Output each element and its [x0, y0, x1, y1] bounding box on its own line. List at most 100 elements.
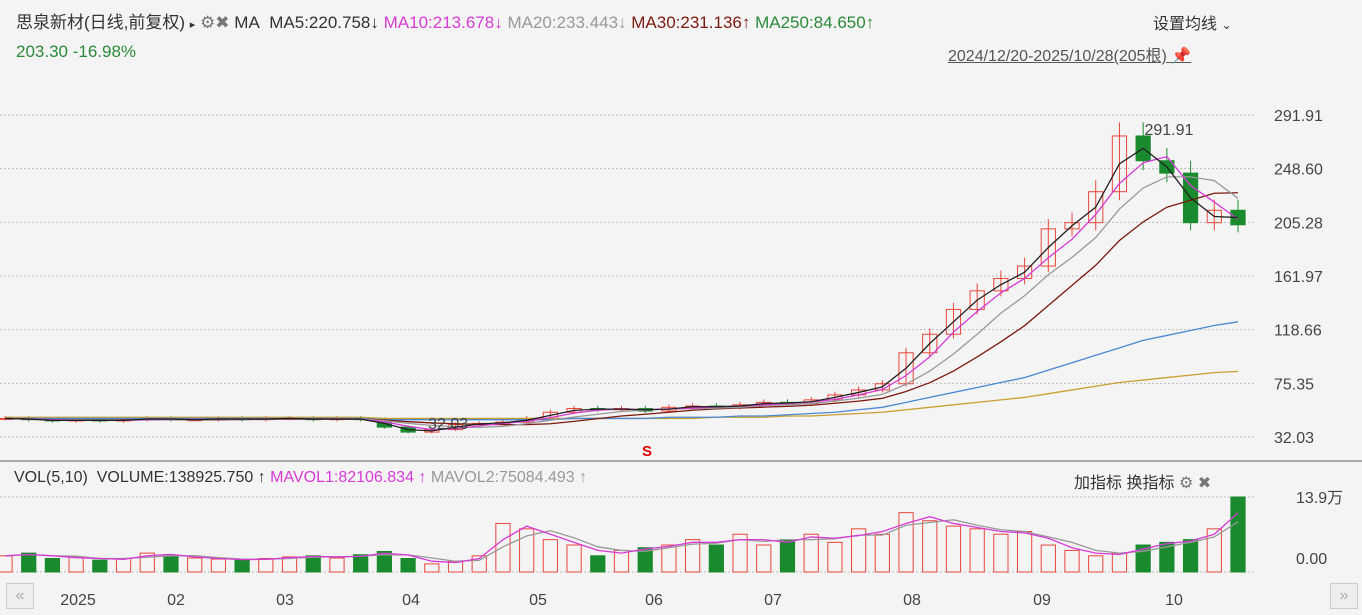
volume-tools: 加指标 换指标 ⚙ ✖: [1074, 469, 1211, 493]
volume-bar: [922, 520, 938, 573]
candle: [1064, 212, 1080, 237]
volume-bar: [779, 539, 796, 573]
mavol2-value: MAVOL2:75084.493: [430, 469, 575, 486]
candle: [922, 328, 938, 357]
x-tick-label: 06: [645, 592, 663, 609]
ma10-arrow: ↓: [494, 13, 503, 32]
volume-bar: [732, 533, 748, 573]
indicator-name: MA: [234, 13, 260, 32]
volume-bar: [1159, 541, 1175, 573]
volume-bar: [1230, 496, 1246, 573]
volume-bar: [874, 533, 890, 573]
volume-bar: [92, 559, 108, 573]
candle: [1206, 199, 1222, 231]
ma30-value: MA30:231.136: [631, 13, 742, 32]
change-percent: -16.98%: [72, 42, 137, 61]
stock-title: 思泉新材(日线,前复权): [16, 13, 186, 32]
candle: [1040, 218, 1056, 273]
y-tick-label: 75.35: [1274, 376, 1314, 393]
ma10-value: MA10:213.678: [383, 13, 495, 32]
volume-bar: [1111, 552, 1128, 573]
y-tick-label: 205.28: [1274, 215, 1323, 232]
volume-bar: [803, 533, 819, 573]
volume-bar: [68, 556, 84, 573]
x-tick-label: 10: [1165, 592, 1183, 609]
volume-bar: [139, 552, 155, 573]
candle: [1111, 122, 1128, 201]
volume-bar: [1206, 528, 1222, 573]
expand-icon[interactable]: ▸: [189, 19, 196, 31]
close-icon[interactable]: ✖: [1197, 475, 1212, 492]
candle: [993, 270, 1009, 297]
date-range-label: 2024/12/20-2025/10/28(205根): [948, 48, 1167, 65]
volume-bar: [495, 522, 511, 573]
gear-icon[interactable]: ⚙: [1178, 475, 1194, 492]
scroll-right-button[interactable]: »: [1330, 583, 1358, 609]
volume-bar: [21, 552, 37, 573]
candle: [969, 283, 985, 315]
x-tick-label: 09: [1033, 592, 1051, 609]
volume-bar: [993, 533, 1009, 573]
volume-bar: [1016, 531, 1033, 573]
volume-bar: [898, 512, 914, 573]
candle: [1016, 257, 1033, 285]
pin-icon[interactable]: 📌: [1171, 48, 1192, 65]
volume-bar: [519, 528, 535, 573]
volume-bar: [969, 528, 985, 573]
volume-bar: [1064, 549, 1080, 573]
ma5-value: MA5:220.758: [269, 13, 371, 32]
y-tick-label: 161.97: [1274, 269, 1323, 286]
volume-tick-label: 13.9万: [1296, 490, 1343, 507]
ma250-value: MA250:84.650: [755, 13, 866, 32]
mavol1-arrow: ↑: [418, 469, 427, 486]
x-tick-label: 04: [402, 592, 420, 609]
volume-bar: [685, 539, 701, 573]
ma250-arrow: ↑: [865, 13, 875, 32]
switch-indicator-button[interactable]: 换指标: [1126, 475, 1175, 492]
candle: [898, 347, 914, 387]
low-annotation: 32.03: [428, 416, 468, 433]
vol-label: VOL(5,10): [14, 469, 88, 486]
x-tick-label: 2025: [60, 592, 96, 609]
volume-bar: [376, 550, 392, 573]
volume-bar: [353, 554, 369, 573]
volume-bar: [258, 558, 274, 573]
volume-bar: [566, 544, 582, 573]
y-tick-label: 118.66: [1274, 323, 1322, 340]
chevron-down-icon: ⌄: [1221, 18, 1232, 32]
ma-settings-button[interactable]: 设置均线 ⌄: [1153, 10, 1232, 34]
volume-bar: [1088, 555, 1104, 573]
volume-bar: [827, 541, 843, 573]
volume-bar: [708, 544, 724, 573]
price-change: 203.30 -16.98%: [16, 42, 136, 62]
volume-bar: [590, 555, 606, 573]
volume-bar: [44, 558, 61, 573]
x-tick-label: 03: [276, 592, 294, 609]
close-icon[interactable]: ✖: [215, 13, 230, 32]
volume-bar: [756, 544, 772, 573]
candle: [945, 302, 962, 339]
scroll-left-button[interactable]: «: [6, 583, 34, 609]
volume-bar: [637, 547, 653, 573]
volume-legend: VOL(5,10) VOLUME:138925.750 ↑ MAVOL1:821…: [14, 469, 587, 487]
y-tick-label: 248.60: [1274, 162, 1323, 179]
volume-bar: [1040, 544, 1056, 573]
date-range[interactable]: 2024/12/20-2025/10/28(205根) 📌: [948, 42, 1191, 66]
high-annotation: 291.91: [1144, 122, 1193, 139]
volume-bar: [661, 544, 677, 573]
ma30-arrow: ↑: [741, 13, 751, 32]
gear-icon[interactable]: ⚙: [200, 13, 216, 32]
sell-signal-marker[interactable]: S: [642, 443, 652, 460]
add-indicator-button[interactable]: 加指标: [1074, 475, 1123, 492]
candle: [1088, 180, 1104, 231]
y-tick-label: 32.03: [1274, 430, 1314, 447]
volume-bar: [400, 558, 416, 573]
volume-bar: [542, 539, 558, 573]
ma-blue-line: [5, 321, 1239, 421]
chart-legend: 思泉新材(日线,前复权) ▸ ⚙✖ MA MA5:220.758 ↓ MA10:2…: [16, 8, 874, 33]
volume-bar: [115, 558, 132, 573]
volume-bar: [329, 557, 345, 573]
volume-bar: [163, 555, 179, 573]
volume-bar: [234, 559, 250, 573]
